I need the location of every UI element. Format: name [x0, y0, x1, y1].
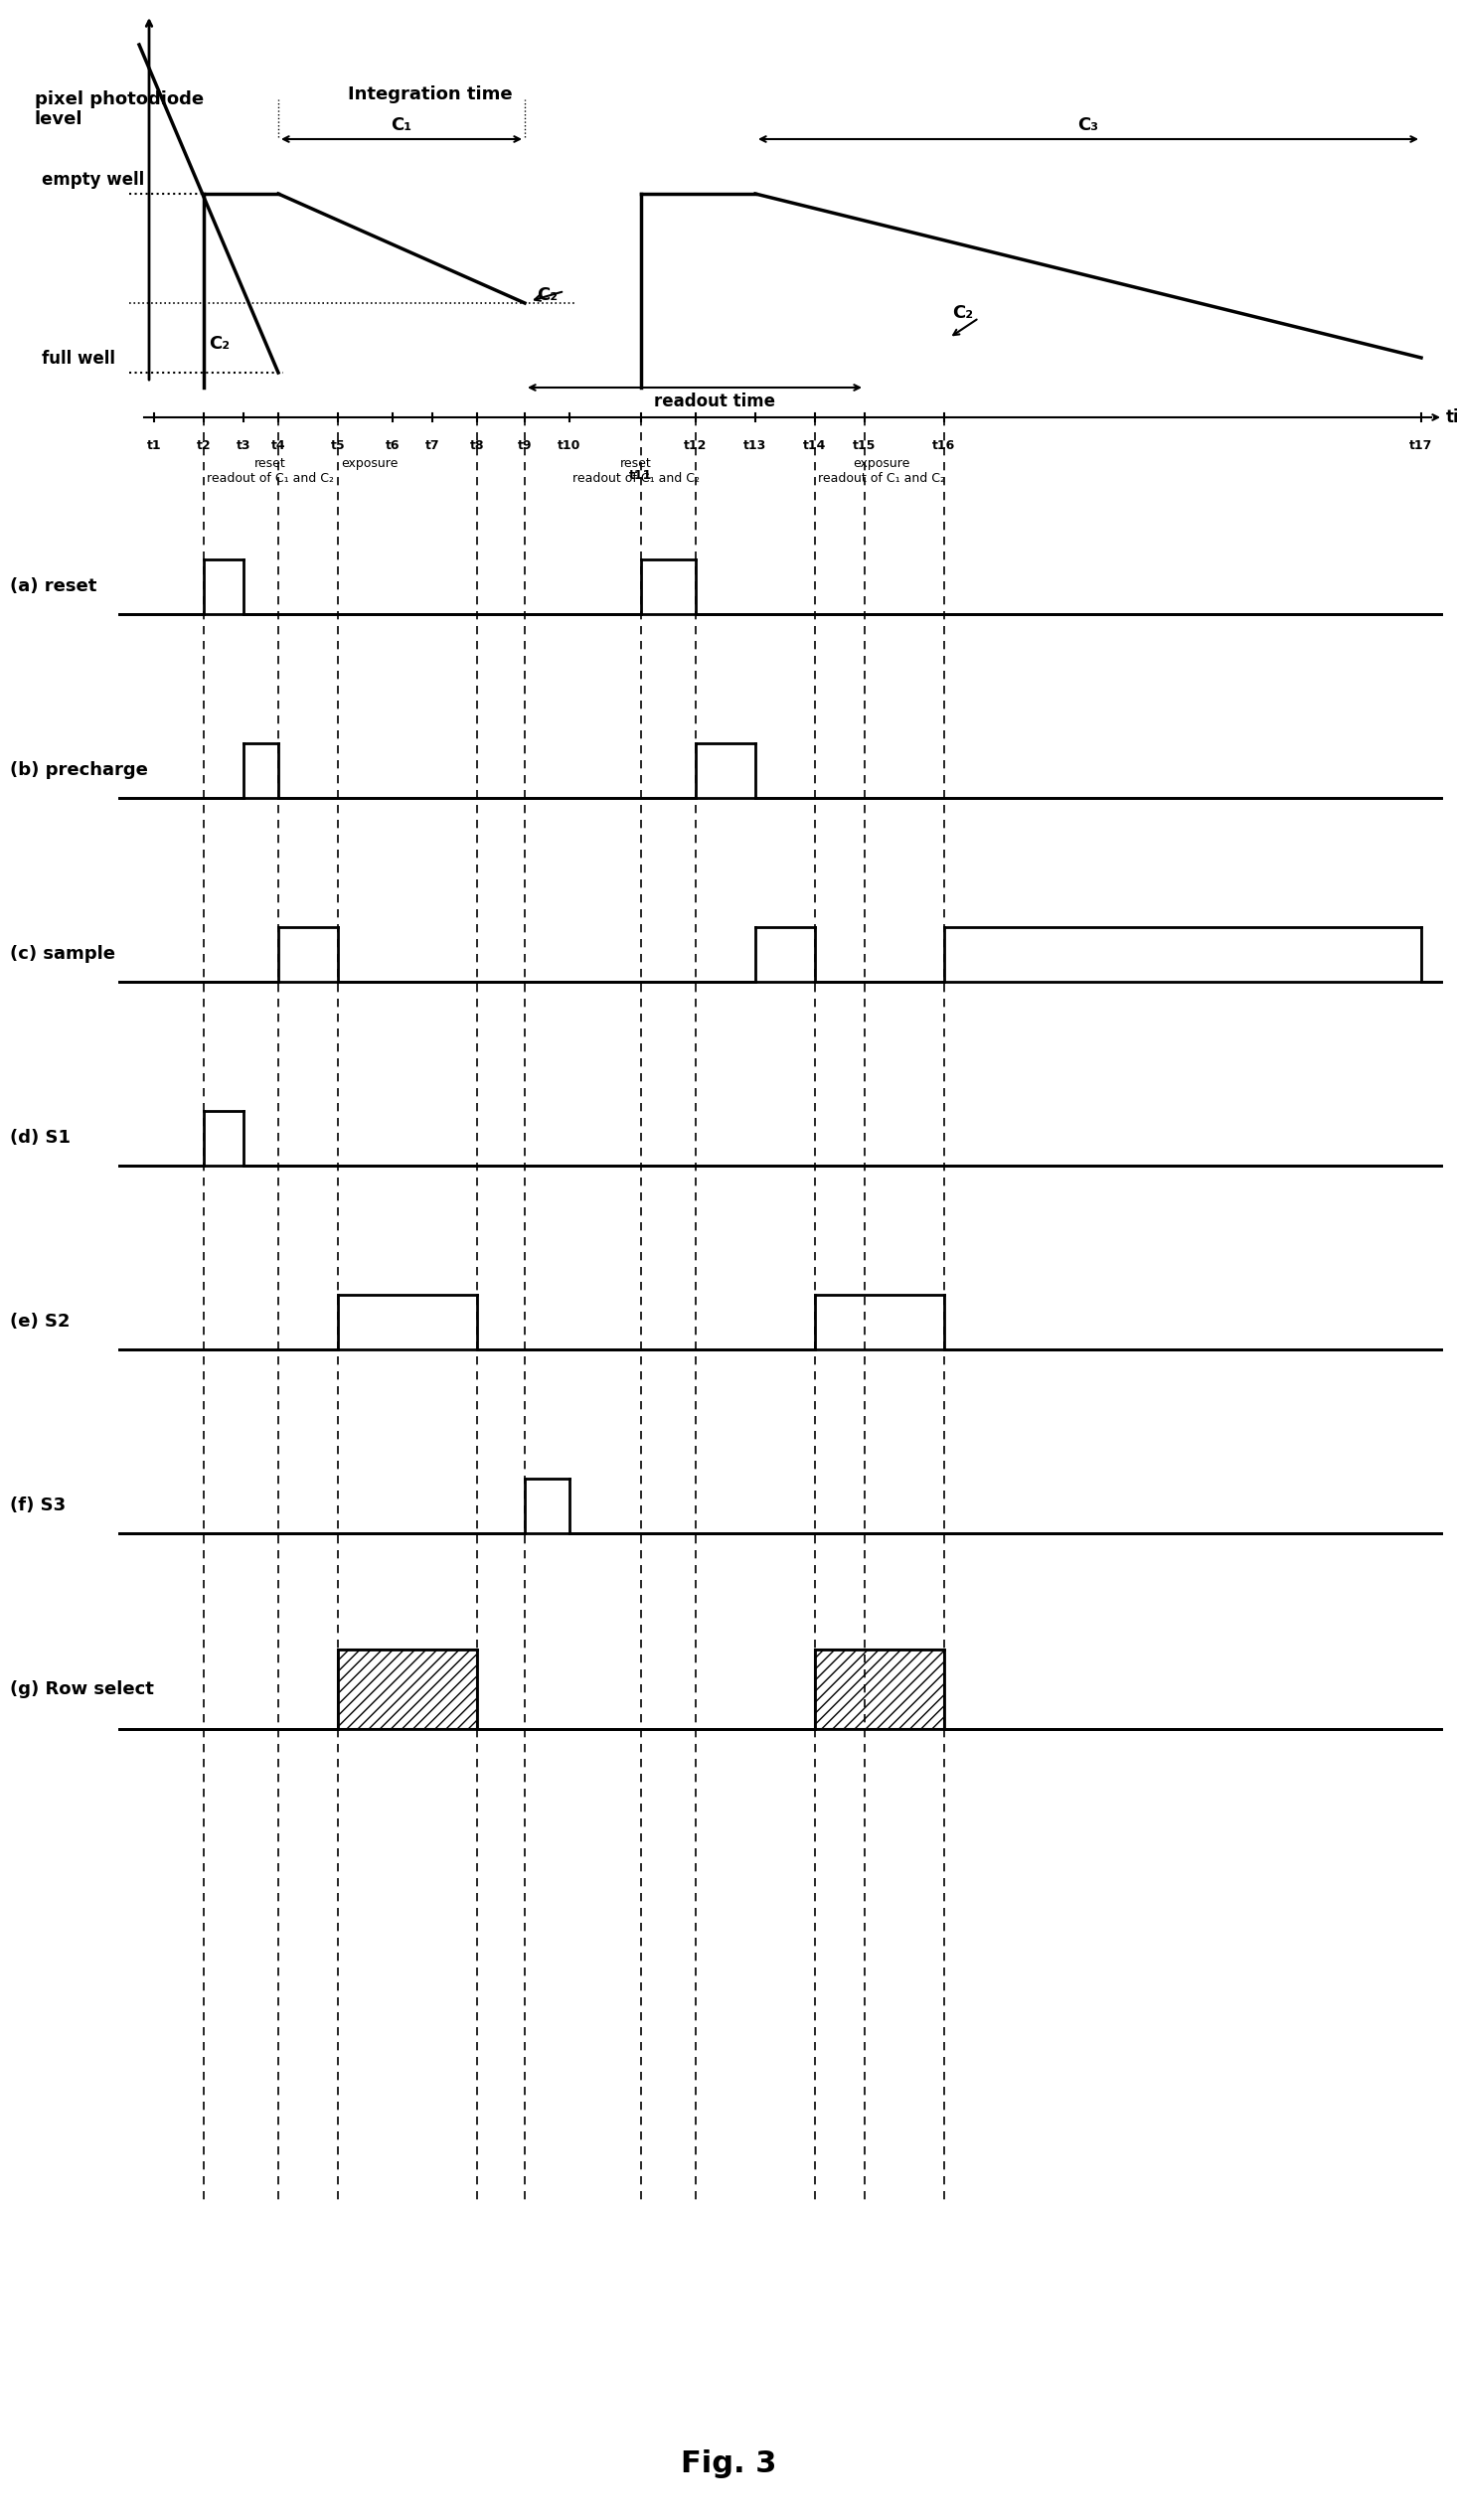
Text: t15: t15 — [852, 438, 876, 451]
Text: t16: t16 — [932, 438, 956, 451]
Text: C₂: C₂ — [536, 287, 558, 305]
Text: pixel photodiode
level: pixel photodiode level — [35, 91, 204, 129]
Text: empty well: empty well — [42, 171, 144, 189]
Text: readout time: readout time — [654, 393, 775, 411]
Text: (f) S3: (f) S3 — [10, 1497, 66, 1515]
Text: C₂: C₂ — [951, 305, 973, 323]
Text: reset
readout of C₁ and C₂: reset readout of C₁ and C₂ — [207, 456, 334, 484]
Text: exposure
readout of C₁ and C₂: exposure readout of C₁ and C₂ — [817, 456, 946, 484]
Text: C₃: C₃ — [1078, 116, 1099, 134]
Text: (b) precharge: (b) precharge — [10, 761, 149, 779]
Text: time: time — [1445, 408, 1457, 426]
Text: t14: t14 — [803, 438, 826, 451]
Text: Fig. 3: Fig. 3 — [680, 2449, 777, 2480]
Text: t1: t1 — [147, 438, 162, 451]
Text: t11: t11 — [629, 469, 653, 481]
Text: (c) sample: (c) sample — [10, 945, 115, 963]
Text: (a) reset: (a) reset — [10, 577, 96, 595]
Text: (e) S2: (e) S2 — [10, 1313, 70, 1331]
Text: (g) Row select: (g) Row select — [10, 1681, 154, 1698]
Text: t5: t5 — [331, 438, 345, 451]
Text: t13: t13 — [743, 438, 766, 451]
Bar — [814, 1651, 944, 1729]
Text: C₁: C₁ — [390, 116, 412, 134]
Text: t17: t17 — [1409, 438, 1432, 451]
Text: Integration time: Integration time — [348, 86, 513, 103]
Text: reset
readout of C₁ and C₂: reset readout of C₁ and C₂ — [573, 456, 699, 484]
Text: t10: t10 — [558, 438, 581, 451]
Text: t12: t12 — [685, 438, 707, 451]
Text: t9: t9 — [517, 438, 532, 451]
Text: (d) S1: (d) S1 — [10, 1129, 70, 1147]
Bar — [338, 1651, 476, 1729]
Text: t4: t4 — [271, 438, 286, 451]
Text: full well: full well — [42, 350, 115, 368]
Text: C₂: C₂ — [208, 335, 230, 353]
Text: exposure: exposure — [341, 456, 398, 471]
Text: t2: t2 — [197, 438, 211, 451]
Text: t6: t6 — [385, 438, 399, 451]
Text: t8: t8 — [469, 438, 484, 451]
Text: t7: t7 — [425, 438, 440, 451]
Text: t3: t3 — [236, 438, 251, 451]
